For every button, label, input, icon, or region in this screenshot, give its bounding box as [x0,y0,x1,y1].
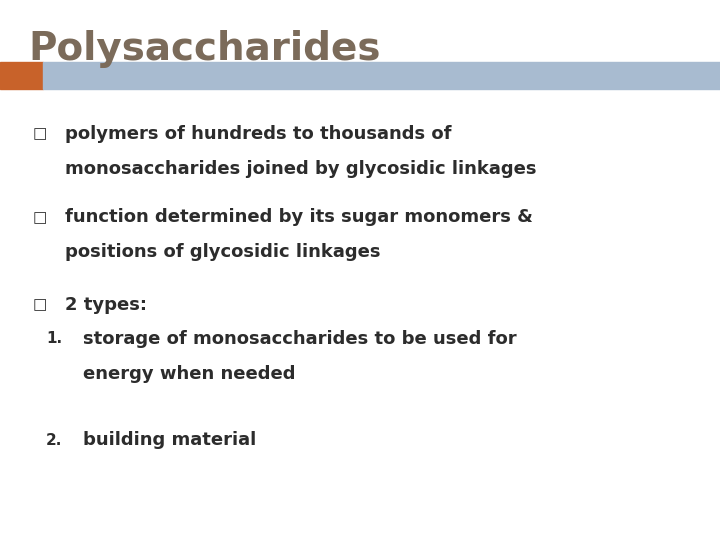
Text: positions of glycosidic linkages: positions of glycosidic linkages [65,244,380,261]
Bar [0,62,43,89]
Text: function determined by its sugar monomers &: function determined by its sugar monomer… [65,208,533,226]
Text: □: □ [32,126,47,141]
Bar [43,62,720,89]
Text: 1.: 1. [46,332,62,346]
Text: energy when needed: energy when needed [83,365,295,383]
Text: Polysaccharides: Polysaccharides [29,30,382,68]
Text: monosaccharides joined by glycosidic linkages: monosaccharides joined by glycosidic lin… [65,160,536,178]
Text: 2.: 2. [46,433,62,448]
Text: polymers of hundreds to thousands of: polymers of hundreds to thousands of [65,125,451,143]
Text: □: □ [32,210,47,225]
Text: □: □ [32,298,47,313]
Text: building material: building material [83,431,256,449]
Text: storage of monosaccharides to be used for: storage of monosaccharides to be used fo… [83,330,516,348]
Text: 2 types:: 2 types: [65,296,147,314]
